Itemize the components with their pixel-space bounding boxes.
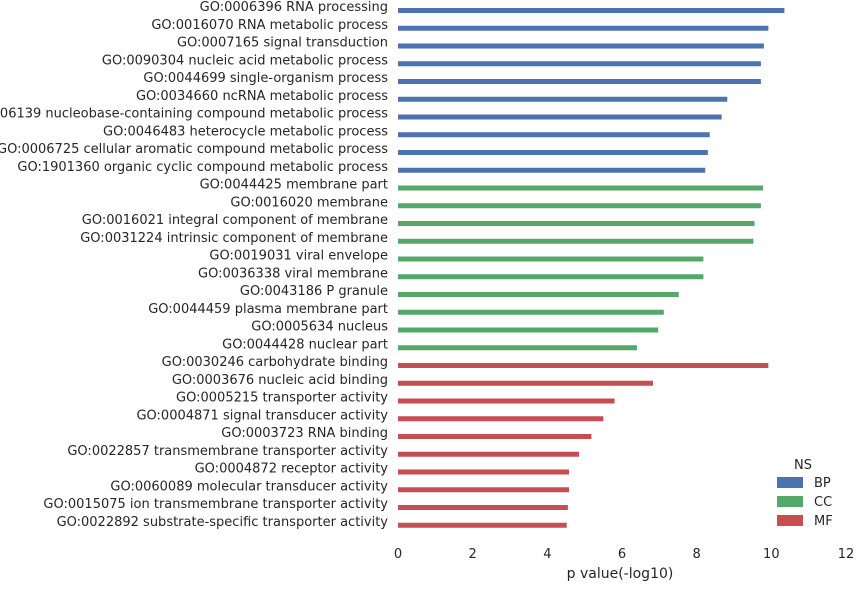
category-labels-group: GO:0006396 RNA processing GO:0016070 RNA … <box>0 0 388 530</box>
category-label: GO:0090304 nucleic acid metabolic proces… <box>102 53 388 68</box>
category-label: GO:0030246 carbohydrate binding <box>162 355 388 370</box>
x-axis-label: p value(-log10) <box>567 566 674 582</box>
x-tick-label: 12 <box>838 547 855 562</box>
bar-cc <box>398 327 659 333</box>
bar-bp <box>398 79 761 84</box>
bar-mf <box>398 380 653 386</box>
category-label: GO:0022857 transmembrane transporter act… <box>67 444 388 459</box>
bar-mf <box>398 505 568 510</box>
legend-swatch-mf <box>777 515 803 526</box>
category-label: GO:0015075 ion transmembrane transporter… <box>43 497 388 512</box>
legend-swatch-cc <box>777 496 803 507</box>
category-label: GO:0004872 receptor activity <box>195 462 389 477</box>
category-label: GO:0005634 nucleus <box>251 320 388 335</box>
category-label: GO:0006396 RNA processing <box>200 0 388 15</box>
legend-label-bp: BP <box>814 476 831 491</box>
bars-group <box>398 8 785 528</box>
x-tick-label: 6 <box>618 547 626 562</box>
category-label: GO:0016070 RNA metabolic process <box>151 18 388 33</box>
category-label: GO:0006725 cellular aromatic compound me… <box>0 142 388 157</box>
category-label: GO:0044428 nuclear part <box>222 337 388 352</box>
legend-label-cc: CC <box>814 495 832 510</box>
category-label: GO:0046483 heterocycle metabolic process <box>103 124 388 139</box>
bar-bp <box>398 150 708 155</box>
legend-label-mf: MF <box>814 514 833 529</box>
category-label: GO:0016020 membrane <box>230 195 388 210</box>
legend-title: NS <box>794 458 812 473</box>
bar-mf <box>398 434 592 439</box>
bar-mf <box>398 522 567 528</box>
category-label: GO:0006139 nucleobase-containing compoun… <box>0 107 388 122</box>
category-label: GO:1901360 organic cyclic compound metab… <box>17 160 388 175</box>
bar-cc <box>398 345 637 351</box>
bar-cc <box>398 274 704 280</box>
category-label: GO:0044699 single-organism process <box>143 71 388 86</box>
category-label: GO:0044459 plasma membrane part <box>148 302 388 317</box>
category-label: GO:0034660 ncRNA metabolic process <box>136 89 388 104</box>
category-label: GO:0005215 transporter activity <box>176 391 388 406</box>
category-label: GO:0044425 membrane part <box>200 178 388 193</box>
x-tick-label: 10 <box>763 547 780 562</box>
bar-bp <box>398 43 764 49</box>
bar-bp <box>398 61 761 67</box>
x-tick-labels-group: 0 2 4 6 8 10 12 <box>394 547 854 562</box>
bar-cc <box>398 221 755 226</box>
x-tick-label: 4 <box>543 547 551 562</box>
bar-cc <box>398 185 764 191</box>
bar-bp <box>398 25 769 31</box>
bar-cc <box>398 238 754 244</box>
category-label: GO:0003676 nucleic acid binding <box>172 373 388 388</box>
bar-cc <box>398 203 761 209</box>
category-label: GO:0003723 RNA binding <box>221 426 388 441</box>
bar-mf <box>398 469 569 475</box>
x-tick-label: 0 <box>394 547 402 562</box>
bar-mf <box>398 451 580 457</box>
bar-cc <box>398 309 664 315</box>
category-label: GO:0060089 molecular transducer activity <box>110 479 388 494</box>
bar-mf <box>398 363 769 368</box>
bar-mf <box>398 398 615 404</box>
bar-bp <box>398 96 728 102</box>
category-label: GO:0007165 signal transduction <box>177 36 388 51</box>
category-label: GO:0031224 intrinsic component of membra… <box>80 231 388 246</box>
bar-bp <box>398 167 706 173</box>
bar-mf <box>398 416 604 422</box>
bar-bp <box>398 132 710 138</box>
category-label: GO:0036338 viral membrane <box>198 266 388 281</box>
bar-cc <box>398 256 704 262</box>
category-label: GO:0004871 signal transducer activity <box>136 408 388 423</box>
legend: NS BP CC MF <box>777 458 833 529</box>
category-label: GO:0016021 integral component of membran… <box>82 213 388 228</box>
x-tick-label: 8 <box>693 547 701 562</box>
x-tick-label: 2 <box>469 547 477 562</box>
bar-mf <box>398 487 569 493</box>
category-label: GO:0043186 P granule <box>240 284 388 299</box>
bar-bp <box>398 114 722 120</box>
category-label: GO:0022892 substrate-specific transporte… <box>57 515 389 530</box>
bar-cc <box>398 292 679 297</box>
category-label: GO:0019031 viral envelope <box>209 249 388 264</box>
bar-bp <box>398 8 785 13</box>
legend-swatch-bp <box>777 477 803 488</box>
